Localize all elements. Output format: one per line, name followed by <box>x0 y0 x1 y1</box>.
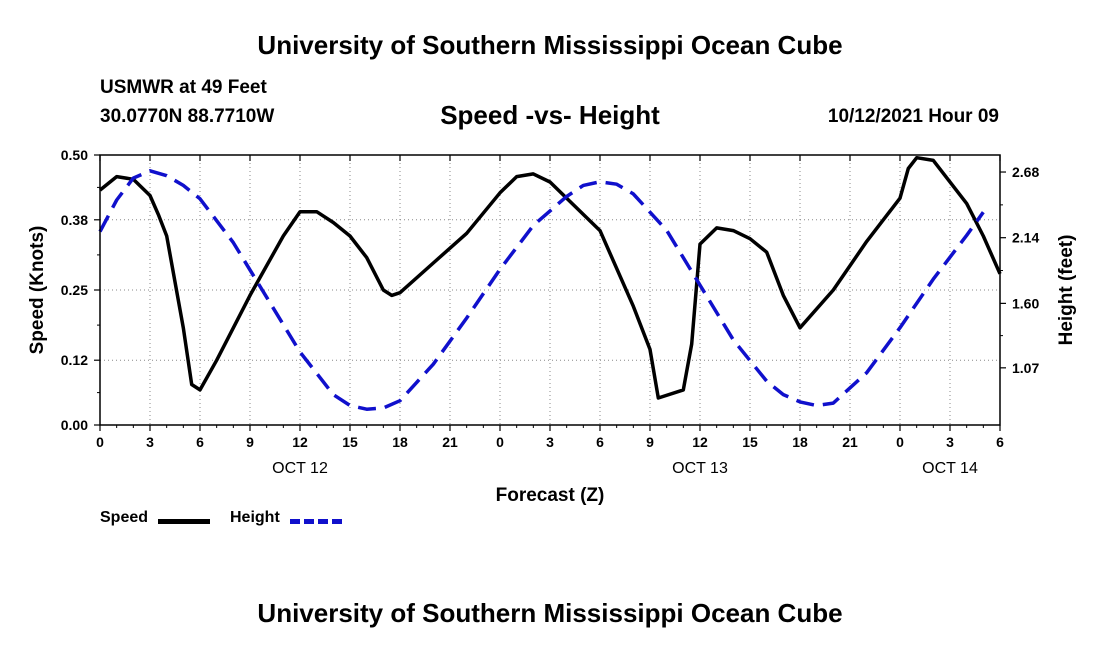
x-tick-label: 9 <box>246 434 254 450</box>
chart-subtitle: Speed -vs- Height <box>440 100 660 130</box>
x-tick-label: 18 <box>792 434 808 450</box>
y-tick-label: 0.50 <box>61 147 88 163</box>
chart-title: University of Southern Mississippi Ocean… <box>257 30 843 60</box>
x-tick-label: 21 <box>442 434 458 450</box>
footer-title: University of Southern Mississippi Ocean… <box>257 598 843 628</box>
x-tick-label: 21 <box>842 434 858 450</box>
station-coordinates: 30.0770N 88.7710W <box>100 106 275 127</box>
y2-tick-label: 2.14 <box>1012 230 1039 246</box>
y2-tick-label: 2.68 <box>1012 164 1039 180</box>
x-tick-label: 0 <box>496 434 504 450</box>
y-tick-label: 0.38 <box>61 212 88 228</box>
x-tick-label: 15 <box>342 434 358 450</box>
y2-tick-label: 1.60 <box>1012 295 1039 311</box>
x-tick-label: 3 <box>146 434 154 450</box>
x-tick-label: 12 <box>692 434 708 450</box>
legend-speed-swatch <box>158 519 210 524</box>
x-tick-label: 0 <box>896 434 904 450</box>
y-tick-label: 0.00 <box>61 417 88 433</box>
x-axis-label: Forecast (Z) <box>496 485 605 506</box>
x-tick-label: 9 <box>646 434 654 450</box>
y2-tick-label: 1.07 <box>1012 360 1039 376</box>
series-line-speed <box>98 155 1002 400</box>
date-label: OCT 14 <box>922 460 978 477</box>
x-tick-label: 3 <box>546 434 554 450</box>
station-label: USMWR at 49 Feet <box>100 77 267 98</box>
x-tick-label: 18 <box>392 434 408 450</box>
x-tick-label: 12 <box>292 434 308 450</box>
legend-speed-label: Speed <box>100 509 149 526</box>
forecast-timestamp: 10/12/2021 Hour 09 <box>827 106 999 127</box>
date-label: OCT 13 <box>672 460 728 477</box>
x-tick-label: 6 <box>996 434 1004 450</box>
series-line-height <box>98 169 985 411</box>
y-tick-label: 0.12 <box>61 352 88 368</box>
x-tick-label: 6 <box>196 434 204 450</box>
x-tick-label: 3 <box>946 434 954 450</box>
x-tick-label: 0 <box>96 434 104 450</box>
legend-height-swatch <box>290 519 342 524</box>
y-axis-label: Speed (Knots) <box>27 226 48 355</box>
y2-axis-label: Height (feet) <box>1056 235 1077 346</box>
legend-height-label: Height <box>230 509 280 526</box>
date-label: OCT 12 <box>272 460 328 477</box>
x-tick-label: 6 <box>596 434 604 450</box>
x-tick-label: 15 <box>742 434 758 450</box>
y-tick-label: 0.25 <box>61 282 88 298</box>
